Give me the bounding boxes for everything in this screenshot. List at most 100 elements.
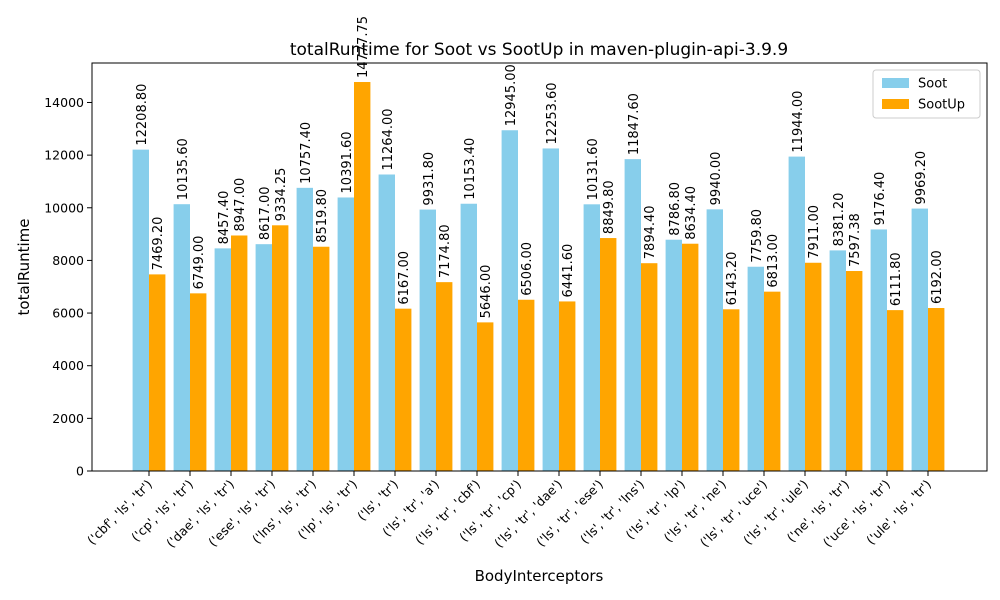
value-label-soot-15: 7759.80: [750, 209, 765, 263]
value-label-sootup-7: 7174.80: [438, 224, 453, 278]
bar-sootup-8: [477, 322, 494, 471]
y-tick-label: 10000: [44, 200, 84, 215]
bar-soot-10: [542, 148, 559, 471]
y-axis-label: totalRuntime: [15, 219, 33, 316]
bar-sootup-12: [641, 263, 658, 471]
bar-soot-1: [173, 204, 190, 471]
value-label-soot-11: 10131.60: [586, 138, 601, 200]
bar-sootup-18: [887, 310, 904, 471]
bar-sootup-13: [682, 243, 699, 471]
legend-label-sootup: SootUp: [918, 98, 965, 113]
bar-sootup-3: [272, 225, 289, 471]
bar-soot-15: [747, 266, 764, 471]
value-label-soot-0: 12208.80: [135, 84, 150, 146]
value-label-sootup-4: 8519.80: [315, 189, 330, 243]
y-tick-label: 14000: [44, 95, 84, 110]
value-label-sootup-14: 6143.20: [725, 252, 740, 306]
value-label-sootup-5: 14777.75: [356, 16, 371, 78]
y-tick-label: 0: [76, 464, 84, 479]
value-label-soot-18: 9176.40: [873, 172, 888, 226]
value-label-sootup-15: 6813.00: [766, 234, 781, 288]
bar-soot-19: [911, 208, 928, 471]
bar-soot-4: [296, 187, 313, 471]
value-label-sootup-10: 6441.60: [561, 244, 576, 298]
value-label-sootup-1: 6749.00: [192, 236, 207, 290]
y-tick-label: 8000: [52, 253, 84, 268]
bar-soot-5: [337, 197, 354, 471]
value-label-sootup-9: 6506.00: [520, 242, 535, 296]
value-label-sootup-13: 8634.40: [684, 186, 699, 240]
value-label-sootup-18: 6111.80: [889, 252, 904, 306]
bar-sootup-7: [436, 282, 453, 471]
bar-soot-0: [132, 149, 149, 471]
bar-sootup-0: [149, 274, 166, 471]
value-label-sootup-0: 7469.20: [151, 217, 166, 271]
bar-sootup-14: [723, 309, 740, 471]
plot-frame: [91, 62, 988, 472]
value-label-sootup-17: 7597.38: [848, 213, 863, 267]
value-label-soot-7: 9931.80: [422, 152, 437, 206]
value-label-sootup-16: 7911.00: [807, 205, 822, 259]
y-tick-label: 6000: [52, 306, 84, 321]
value-label-sootup-19: 6192.00: [930, 250, 945, 304]
y-tick-label: 12000: [44, 148, 84, 163]
value-label-soot-2: 8457.40: [217, 191, 232, 245]
bar-sootup-16: [805, 262, 822, 471]
bar-soot-8: [460, 203, 477, 472]
value-label-soot-14: 9940.00: [709, 152, 724, 206]
value-label-sootup-3: 9334.25: [274, 168, 289, 222]
value-label-sootup-2: 8947.00: [233, 178, 248, 232]
bar-soot-18: [870, 229, 887, 471]
bar-soot-11: [583, 204, 600, 471]
bar-sootup-17: [846, 271, 863, 471]
value-label-soot-6: 11264.00: [381, 108, 396, 170]
legend-swatch-sootup: [882, 99, 909, 109]
bar-sootup-4: [313, 246, 330, 471]
value-label-soot-5: 10391.60: [340, 131, 355, 193]
bar-soot-3: [255, 244, 272, 471]
bar-sootup-15: [764, 291, 781, 471]
chart-title: totalRuntime for Soot vs SootUp in maven…: [290, 40, 788, 60]
x-axis-label: BodyInterceptors: [475, 567, 604, 585]
value-label-soot-3: 8617.00: [258, 186, 273, 240]
value-labels-group: 12208.80 7469.20 10135.60 6749.00 8457.40 894…: [135, 16, 945, 318]
y-tick-label: 2000: [52, 411, 84, 426]
x-axis: ('cbf', 'ls', 'tr')('cp', 'ls', 'tr')('d…: [84, 471, 934, 550]
bar-soot-9: [501, 130, 518, 471]
legend-label-soot: Soot: [918, 77, 947, 92]
bar-soot-14: [706, 209, 723, 471]
bar-sootup-10: [559, 301, 576, 471]
legend-swatch-soot: [882, 78, 909, 88]
bar-soot-12: [624, 159, 641, 471]
bar-soot-13: [665, 239, 682, 471]
bar-sootup-2: [231, 235, 248, 471]
y-tick-label: 4000: [52, 358, 84, 373]
value-label-soot-4: 10757.40: [299, 122, 314, 184]
bar-sootup-6: [395, 308, 412, 471]
bars-group: [132, 82, 945, 472]
value-label-sootup-6: 6167.00: [397, 251, 412, 305]
bar-soot-6: [378, 174, 395, 471]
value-label-soot-9: 12945.00: [504, 64, 519, 126]
value-label-soot-10: 12253.60: [545, 82, 560, 144]
bar-sootup-5: [354, 82, 371, 471]
value-label-soot-13: 8786.80: [668, 182, 683, 236]
legend: Soot SootUp: [872, 69, 981, 119]
bar-sootup-9: [518, 299, 535, 471]
value-label-sootup-8: 5646.00: [479, 265, 494, 319]
value-label-sootup-11: 8849.80: [602, 180, 617, 234]
value-label-soot-19: 9969.20: [914, 151, 929, 205]
value-label-soot-17: 8381.20: [832, 193, 847, 247]
bar-soot-2: [214, 248, 231, 471]
value-label-soot-1: 10135.60: [176, 138, 191, 200]
value-label-soot-12: 11847.60: [627, 93, 642, 155]
bar-soot-17: [829, 250, 846, 471]
bar-sootup-1: [190, 293, 207, 471]
value-label-soot-16: 11944.00: [791, 91, 806, 153]
bar-soot-16: [788, 156, 805, 471]
bar-soot-7: [419, 209, 436, 471]
value-label-sootup-12: 7894.40: [643, 205, 658, 259]
value-label-soot-8: 10153.40: [463, 138, 478, 200]
y-axis: 0 2000 4000 6000 8000 10000 12000 14000: [44, 95, 92, 479]
